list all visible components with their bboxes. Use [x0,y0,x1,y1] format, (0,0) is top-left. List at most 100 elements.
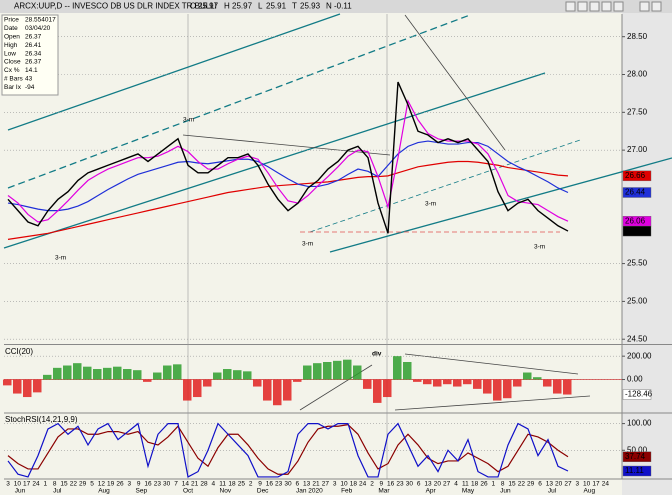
x-day-label: 26 [480,481,488,488]
quote-label: H [224,2,230,11]
series-line [7,99,569,223]
x-month-label: Aug [98,488,110,495]
info-value: 26.41 [25,42,42,49]
x-day-label: 29 [79,481,87,488]
cci-bar [313,363,322,380]
cci-bar [273,379,282,406]
x-month-label: Jan 2020 [296,488,323,495]
info-box-bg [1,14,59,96]
cci-bar [163,365,172,380]
x-day-label: 1 [44,481,48,488]
x-day-label: 24 [359,481,367,488]
info-value: -94 [25,84,35,91]
x-day-label: 13 [546,481,554,488]
x-day-label: 6 [296,481,300,488]
value-box-label: -128.46 [625,390,653,399]
x-month-label: Jul [548,488,557,495]
x-day-label: 27 [564,481,572,488]
info-label: Date [4,25,18,32]
y-tick-label: 25.50 [627,259,648,268]
trend-line [3,72,546,249]
value-box-label: 26.06 [625,216,646,225]
x-day-label: 14 [182,481,190,488]
x-day-label: 16 [266,481,274,488]
button[interactable] [601,1,612,12]
cci-bar [113,366,122,380]
plots: 28.50 28.00 27.50 27.00 25.50 25.00 24.50 26.66… [3,32,653,495]
cci-bar [203,379,212,387]
trend-line [7,13,341,131]
x-month-label: Sep [136,488,148,495]
cci-bar [383,379,392,398]
info-label: # Bars [4,76,24,83]
info-box: Price 28.554017 Date 03/04/20 Open 26.37 High 2… [1,14,59,96]
info-value: 03/04/20 [25,25,51,32]
x-day-label: 30 [163,481,171,488]
annotation: 3-m [425,201,436,208]
y-tick-label: 27.50 [627,107,648,116]
x-day-label: 11 [462,481,469,488]
cci-bar [543,379,552,387]
cci-bar [323,362,332,380]
trend-line [394,395,591,411]
y-tick-label: 0.00 [627,375,643,384]
value-box [622,170,652,182]
x-day-label: 20 [434,481,442,488]
info-label: Cx % [4,67,20,74]
annotation: 3-m [302,241,313,248]
annotation: 3-m [183,117,194,124]
x-month-label: Aug [584,488,596,495]
panel-title: CCI(20) [5,347,33,356]
quote-value: 25.93 [300,2,321,11]
x-month-label: Jul [53,488,62,495]
cci-bar [33,379,42,393]
cci-bar [183,379,192,401]
cci-bar [443,379,452,385]
y-tick-label: 28.50 [627,32,648,41]
x-day-label: 27 [443,481,451,488]
x-day-label: 27 [322,481,330,488]
cci-bar [63,365,72,380]
cci-bar [483,379,492,394]
quote-label: N [326,2,332,11]
quote-bar: O 25.97 H 25.97 L 25.91 T 25.93 N -0.11 [190,2,352,11]
x-month-label: Feb [341,488,353,495]
info-value: 26.34 [25,50,42,57]
x-day-label: 6 [538,481,542,488]
x-day-label: 23 [154,481,162,488]
info-label: Price [4,17,19,24]
x-day-label: 18 [228,481,236,488]
quote-value: 25.97 [232,2,253,11]
cci-bar [453,379,462,387]
x-day-label: 18 [471,481,479,488]
x-day-label: 24 [32,481,40,488]
button[interactable] [613,1,624,12]
trend-line [404,14,506,151]
annotation: div [372,351,382,358]
quote-label: O [190,2,196,11]
x-day-label: 2 [249,481,253,488]
x-day-label: 25 [238,481,246,488]
x-day-label: 9 [258,481,262,488]
button[interactable] [651,1,662,12]
cci-bar [23,379,32,398]
info-label: Bar Ix [4,84,22,91]
button[interactable] [589,1,600,12]
value-box-label: 26.44 [625,188,646,197]
button[interactable] [639,1,650,12]
x-day-label: 4 [212,481,216,488]
cci-bar [533,377,542,380]
button[interactable] [565,1,576,12]
quote-label: L [258,2,263,11]
cci-bar [353,365,362,380]
info-label: High [4,42,18,49]
x-day-label: 3 [6,481,10,488]
x-day-label: 9 [380,481,384,488]
cci-bar [93,369,102,380]
value-box [622,225,652,237]
cci-bar [373,379,382,403]
title-bar [0,0,672,13]
button[interactable] [577,1,588,12]
x-month-label: Dec [257,488,269,495]
